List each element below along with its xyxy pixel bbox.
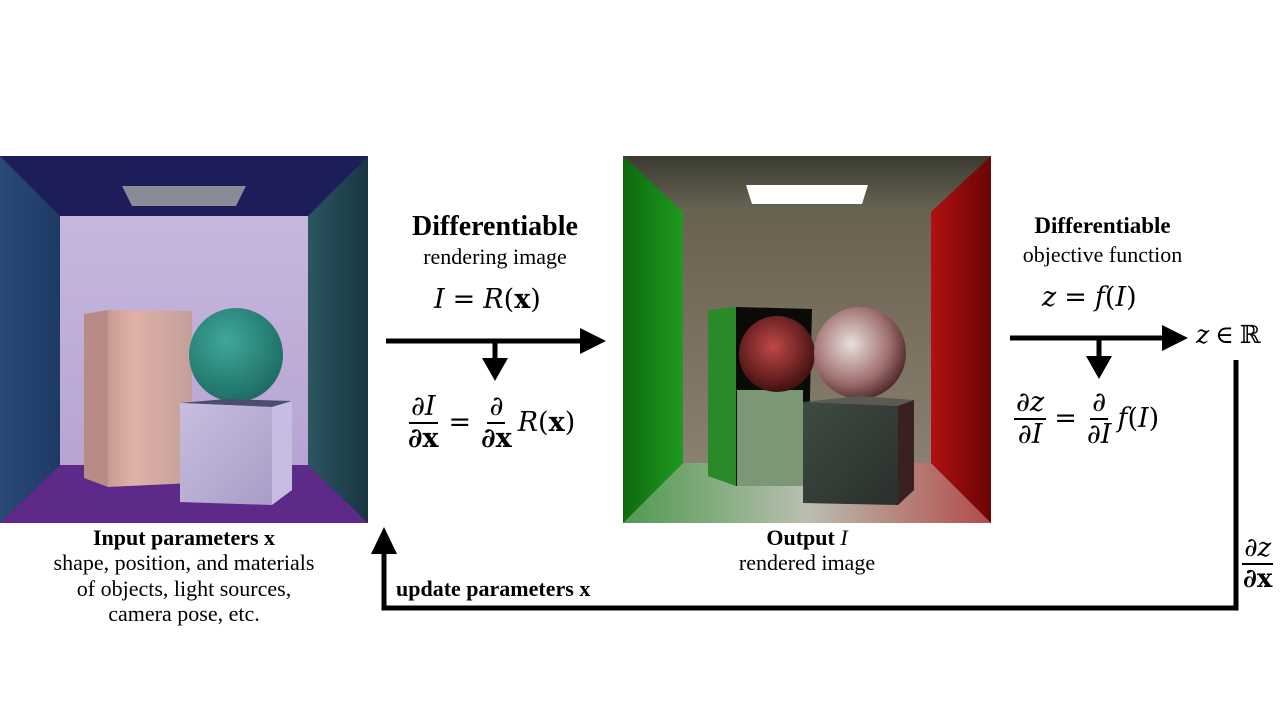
- output-var: z: [1196, 320, 1210, 349]
- rendering-grad-den: ∂x: [408, 422, 439, 454]
- pillar: [108, 310, 192, 487]
- rendering-subtitle: rendering image: [423, 244, 567, 269]
- output-title-line: Output I: [623, 525, 991, 550]
- objective-output: z ∈ ℝ: [1196, 320, 1260, 349]
- objective-grad-arg: I: [1138, 403, 1149, 435]
- objective-grad-func: f: [1117, 403, 1128, 435]
- objective-op-den: ∂I: [1086, 418, 1112, 450]
- feedback-gradient: ∂z ∂x: [1241, 534, 1274, 593]
- ceiling-light: [746, 185, 868, 204]
- objective-gradient-arrow: [1086, 338, 1112, 379]
- rendering-gradient-equation: ∂I ∂x = ∂ ∂x R(x): [408, 391, 576, 454]
- output-title-var: I: [840, 525, 848, 550]
- output-title: Output: [766, 525, 835, 550]
- rendering-lhs: I: [434, 284, 445, 315]
- rendering-grad-func: R: [517, 407, 539, 439]
- cube-top: [803, 396, 914, 406]
- rendering-op-den: ∂x: [481, 422, 512, 454]
- real-set: ℝ: [1239, 320, 1261, 349]
- rendered-scene-image: [623, 156, 991, 523]
- red-wall: [931, 156, 991, 523]
- green-wall: [623, 156, 683, 523]
- objective-title: Differentiable: [1034, 213, 1171, 238]
- input-title: Input parameters: [92, 525, 259, 550]
- cube-top: [180, 399, 292, 407]
- cube-side: [272, 401, 292, 505]
- feedback-label-var: x: [579, 576, 591, 601]
- element-of-symbol: ∈: [1215, 320, 1234, 349]
- glass-sphere-left: [739, 316, 815, 392]
- render-forward-arrow: [386, 328, 606, 354]
- rendering-title: Differentiable: [412, 211, 578, 242]
- glass-sphere-right: [814, 307, 906, 399]
- objective-forward-arrow: [1010, 325, 1188, 351]
- output-caption: Output I rendered image: [623, 525, 991, 576]
- input-title-line: Input parameters x: [0, 525, 368, 550]
- feedback-grad-num: ∂z: [1242, 533, 1274, 565]
- right-wall: [308, 156, 368, 523]
- rendering-forward-equation: I = R(x): [434, 284, 541, 315]
- rendering-grad-num: ∂I: [408, 391, 438, 424]
- glass-pillar-lower: [737, 390, 803, 486]
- left-wall: [0, 156, 60, 523]
- rendering-grad-arg: x: [548, 407, 565, 439]
- feedback-grad-den: ∂x: [1243, 563, 1273, 594]
- feedback-label-text: update parameters: [396, 576, 574, 601]
- objective-op-num: ∂: [1090, 387, 1109, 420]
- input-caption: Input parameters x shape, position, and …: [0, 525, 368, 626]
- rendering-arg: x: [514, 284, 531, 315]
- objective-forward-equation: z = f(I): [1042, 282, 1137, 313]
- sphere: [189, 308, 283, 402]
- cube-front: [803, 402, 898, 505]
- input-line-1: shape, position, and materials: [53, 550, 315, 576]
- ceiling-light-patch: [122, 186, 246, 206]
- cube-front: [180, 403, 272, 505]
- feedback-label: update parameters x: [396, 576, 590, 601]
- objective-subtitle: objective function: [1022, 242, 1183, 267]
- input-scene-image: [0, 156, 368, 523]
- objective-lhs: z: [1042, 282, 1057, 313]
- input-line-2: of objects, light sources,: [76, 575, 292, 601]
- input-line-3: camera pose, etc.: [108, 600, 260, 626]
- input-title-var: x: [264, 525, 276, 550]
- objective-gradient-equation: ∂z ∂I = ∂ ∂I f(I): [1014, 387, 1160, 450]
- rendering-func: R: [483, 284, 504, 315]
- glass-pillar-side: [708, 307, 736, 486]
- render-gradient-arrow: [482, 341, 508, 381]
- rendering-op-num: ∂: [487, 391, 506, 424]
- objective-arg: I: [1115, 282, 1127, 313]
- output-subtitle: rendered image: [738, 550, 876, 576]
- feedback-arrow: [371, 360, 1239, 611]
- objective-func: f: [1094, 282, 1105, 313]
- objective-grad-den: ∂I: [1017, 418, 1043, 450]
- pillar-side: [84, 310, 108, 487]
- ceiling: [623, 156, 991, 212]
- cube-side: [898, 400, 914, 505]
- objective-grad-num: ∂z: [1014, 387, 1047, 420]
